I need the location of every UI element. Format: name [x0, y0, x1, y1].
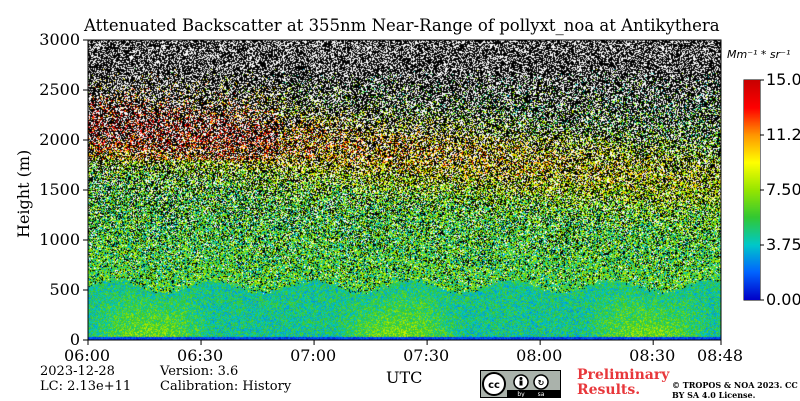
y-tick-label: 2000	[39, 130, 80, 149]
y-tick-label: 3000	[39, 30, 80, 49]
colorbar	[744, 80, 760, 300]
colorbar-tick-label: 0.00	[766, 290, 800, 309]
version-label: Version: 3.6	[160, 364, 239, 379]
x-tick-label: 08:48	[697, 346, 744, 365]
sa-share-icon	[533, 374, 549, 390]
y-tick-label: 500	[49, 280, 80, 299]
x-tick-label: 07:30	[403, 346, 450, 365]
y-tick-label: 2500	[39, 80, 80, 99]
chart-title: Attenuated Backscatter at 355nm Near-Ran…	[84, 16, 720, 35]
by-label: by	[517, 391, 525, 397]
y-tick-label: 1000	[39, 230, 80, 249]
svg-text:cc: cc	[488, 380, 500, 391]
y-tick-label: 0	[69, 330, 80, 349]
calibration-label: Calibration: History	[160, 379, 292, 394]
date-label: 2023-12-28	[40, 364, 115, 379]
sa-label: sa	[538, 391, 545, 397]
copyright-label: © TROPOS & NOA 2023. CC BY SA 4.0 Licens…	[672, 380, 798, 400]
x-tick-label: 08:30	[629, 346, 676, 365]
colorbar-unit: Mm⁻¹ * sr⁻¹	[727, 48, 791, 61]
svg-text:↻: ↻	[538, 379, 545, 388]
x-tick-label: 06:00	[64, 346, 111, 365]
backscatter-heatmap	[88, 40, 721, 340]
preliminary-results-label: Preliminary Results.	[577, 367, 670, 398]
colorbar-tick-label: 7.50	[766, 180, 800, 199]
x-tick-label: 08:00	[516, 346, 563, 365]
y-axis-label: Height (m)	[14, 149, 33, 238]
colorbar-tick-label: 3.75	[766, 235, 800, 254]
x-tick-label: 06:30	[177, 346, 224, 365]
colorbar-tick-label: 15.00	[766, 70, 800, 89]
x-tick-label: 07:00	[290, 346, 337, 365]
cc-icon	[482, 372, 506, 396]
colorbar-tick-label: 11.25	[766, 125, 800, 144]
x-axis-label: UTC	[386, 368, 423, 387]
y-tick-label: 1500	[39, 180, 80, 199]
cc-license-badge: cc ↻ by sa	[480, 370, 561, 398]
lidar-constant-label: LC: 2.13e+11	[40, 379, 132, 394]
